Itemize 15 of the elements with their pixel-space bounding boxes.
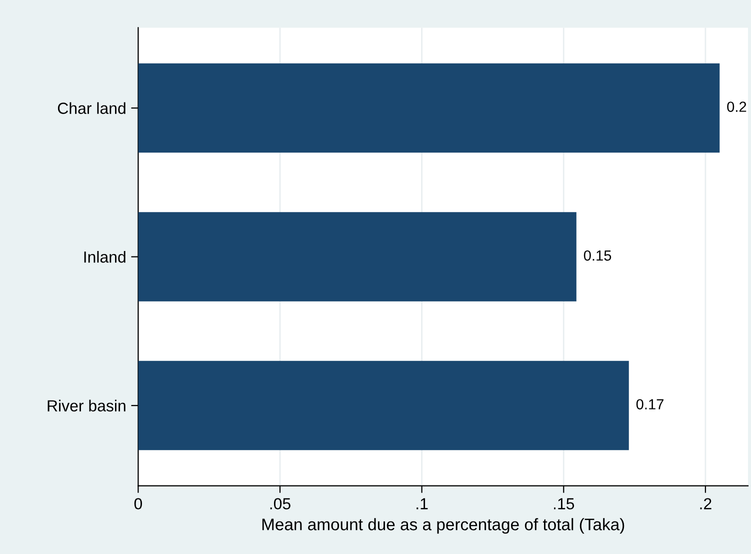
x-tick-label: 0 [134,498,142,510]
x-tick-label: .2 [700,498,712,510]
x-axis-title: Mean amount due as a percentage of total (Taka) [262,518,624,534]
y-tick-label: Char land [58,102,126,114]
bar [138,360,629,450]
data-label: 0.17 [636,399,664,410]
y-tick-label: River basin [48,400,126,412]
x-tick-label: .15 [554,498,574,510]
y-tick-label: Inland [84,250,126,263]
bar [138,212,576,302]
data-label: 0.15 [584,250,612,261]
data-label: 0.2 [727,102,746,112]
x-tick-label: .05 [270,498,290,510]
x-tick-label: .1 [416,498,428,510]
bar [138,63,720,153]
